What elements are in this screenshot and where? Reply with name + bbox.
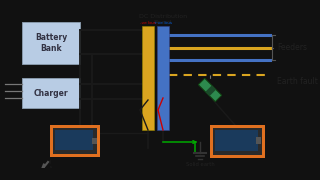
Text: Solid earth
point: Solid earth point	[186, 162, 214, 173]
Bar	[50, 125, 53, 157]
Text: DC Distribution
Board: DC Distribution Board	[139, 14, 187, 25]
Text: Charger: Charger	[34, 89, 68, 98]
Bar	[210, 125, 213, 158]
Bar	[55, 130, 93, 150]
Bar	[92, 138, 97, 144]
Bar	[157, 26, 169, 130]
Text: -ve bus: -ve bus	[140, 21, 156, 25]
Bar	[97, 125, 100, 157]
Polygon shape	[205, 85, 216, 96]
Text: +ve bus: +ve bus	[154, 21, 172, 25]
Bar	[50, 125, 100, 128]
Bar	[50, 125, 100, 157]
Bar	[262, 125, 265, 158]
Bar	[50, 154, 100, 157]
Bar	[0, 168, 320, 180]
Text: Feeders: Feeders	[277, 43, 307, 52]
Bar	[22, 78, 80, 108]
Text: Battery
Bank: Battery Bank	[35, 33, 67, 53]
Polygon shape	[198, 78, 222, 102]
Bar	[210, 125, 265, 128]
Bar	[210, 155, 265, 158]
Bar	[0, 0, 320, 12]
Bar	[215, 130, 258, 151]
Bar	[142, 26, 154, 130]
Text: Earth fault: Earth fault	[277, 77, 318, 86]
Bar	[22, 22, 80, 64]
Bar	[210, 125, 265, 158]
Bar	[256, 137, 261, 144]
